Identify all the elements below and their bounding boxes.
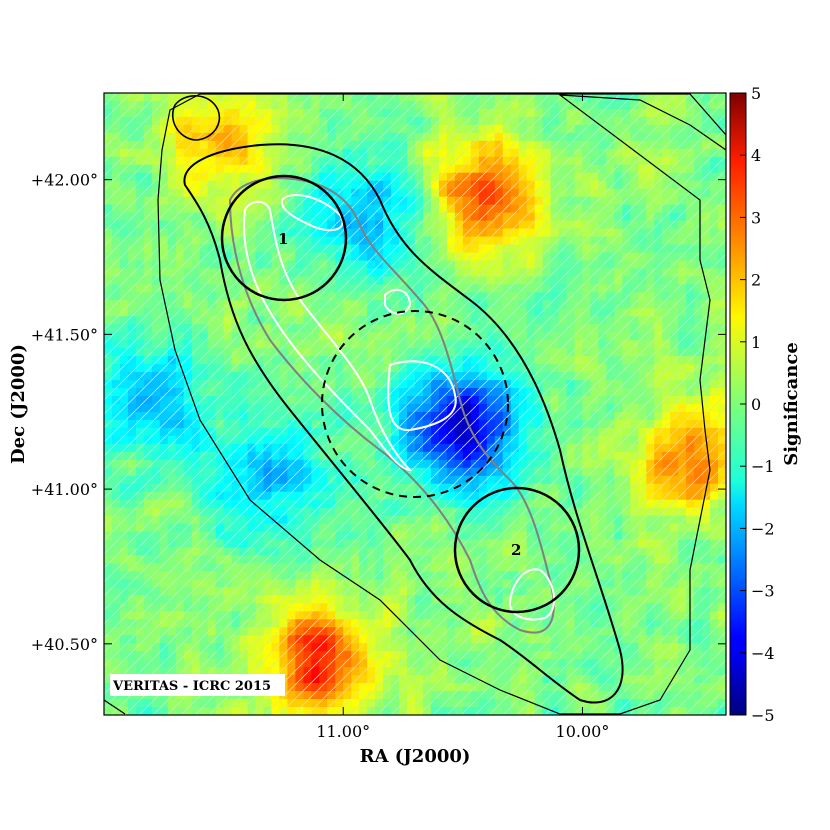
significance-heatmap: 1 2 [104, 93, 726, 715]
